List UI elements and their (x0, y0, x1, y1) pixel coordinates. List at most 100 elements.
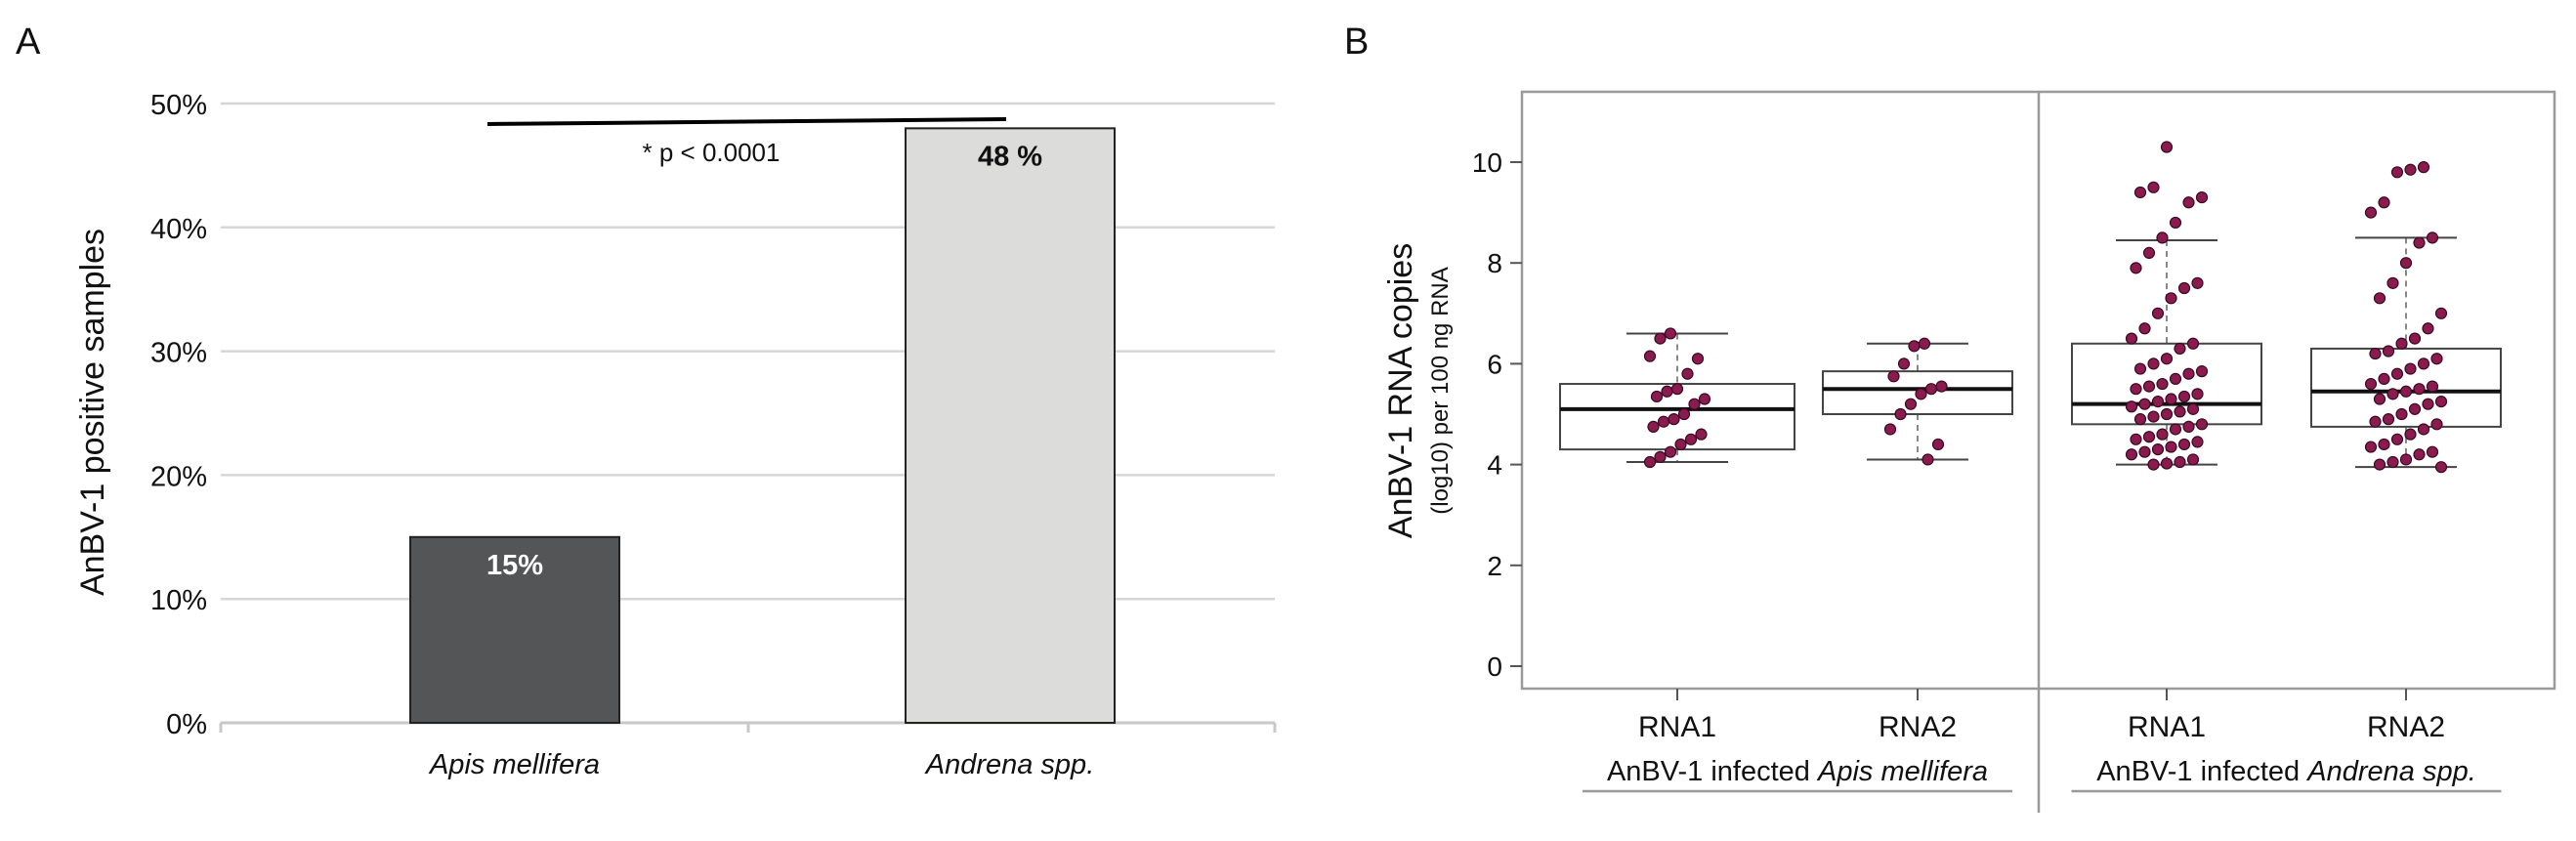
data-point (2373, 292, 2386, 305)
data-point (2390, 367, 2404, 380)
data-point (2399, 453, 2413, 466)
data-point (2422, 322, 2434, 335)
data-point (1664, 327, 1677, 340)
significance-annotation: * p < 0.0001 (643, 138, 781, 167)
group-label-prefix: AnBV-1 infected (2096, 756, 2307, 787)
data-point (2125, 400, 2138, 413)
data-point (2386, 276, 2399, 289)
group-label-species: Apis mellifera (1816, 756, 1988, 787)
data-point (2165, 393, 2177, 405)
data-point (2138, 445, 2151, 458)
group-label: AnBV-1 infected Andrena spp. (2096, 756, 2476, 787)
data-point (1650, 390, 1664, 403)
data-point (2426, 445, 2439, 458)
data-point (2165, 441, 2177, 453)
panel-a-label: A (16, 21, 41, 63)
data-point (1677, 407, 1691, 421)
data-point (2147, 181, 2160, 193)
data-point (1684, 433, 1698, 445)
data-point (2186, 402, 2200, 415)
data-point (2186, 337, 2200, 350)
data-point (1654, 332, 1667, 345)
data-point (1691, 353, 1705, 365)
data-point (2417, 423, 2430, 436)
y-tick-label: 50% (150, 90, 207, 121)
data-point (2174, 342, 2186, 356)
data-point (2125, 332, 2138, 345)
data-point (2364, 206, 2378, 219)
data-point (2430, 418, 2443, 431)
data-point (1657, 415, 1670, 428)
data-point (2404, 163, 2417, 176)
y-tick-label: 0 (1487, 652, 1502, 682)
data-point (1883, 423, 1897, 436)
data-point (2156, 428, 2169, 441)
data-point (2156, 231, 2169, 244)
box-rna2-andrena (2310, 161, 2502, 474)
data-point (1897, 357, 1911, 370)
x-tick-label: RNA2 (1879, 711, 1957, 743)
x-tick-label: RNA2 (2367, 711, 2445, 743)
data-point (2142, 431, 2156, 443)
data-point (2182, 420, 2195, 433)
data-point (2426, 231, 2439, 244)
box (2310, 347, 2502, 428)
data-point (2364, 441, 2378, 453)
data-point (2165, 292, 2177, 305)
data-point (1698, 393, 1711, 405)
data-point (2399, 385, 2413, 398)
data-point (2417, 161, 2430, 174)
y-tick-label: 20% (150, 461, 207, 492)
data-point (2195, 191, 2209, 204)
box-rna2-apis (1822, 337, 2013, 466)
data-point (2434, 461, 2448, 474)
data-point (2151, 396, 2165, 408)
data-point (1647, 420, 1660, 433)
data-point (2169, 372, 2182, 385)
data-point (2151, 443, 2165, 456)
bar-apis-mellifera (409, 535, 620, 724)
panel-b-y-axis-label: AnBV-1 RNA copies (1382, 243, 1419, 538)
data-point (2399, 257, 2413, 270)
y-tick-label: 2 (1487, 551, 1502, 581)
panel-b-y-axis-sublabel: (log10) per 100 ng RNA (1427, 267, 1454, 514)
data-point (2422, 398, 2434, 410)
panel-a-bar-chart: 0% 10% 20% 30% 40% 50% 15% Apis mellifera 48 % An… (150, 90, 1277, 780)
data-point (2404, 428, 2417, 441)
data-point (2138, 398, 2151, 410)
data-point (2382, 345, 2395, 357)
data-point (2408, 402, 2422, 415)
data-point (2395, 407, 2408, 421)
data-point (2426, 380, 2439, 393)
data-point (1643, 350, 1657, 362)
data-point (1643, 455, 1657, 469)
data-point (2378, 372, 2390, 385)
data-point (1921, 453, 1934, 466)
data-point (2386, 455, 2399, 469)
y-tick-label: 6 (1487, 349, 1502, 379)
group-label: AnBV-1 infected Apis mellifera (1607, 756, 1988, 787)
data-point (2378, 438, 2390, 451)
data-point (1931, 438, 1945, 451)
data-point (2430, 353, 2443, 365)
data-point (2373, 393, 2386, 405)
data-point (2160, 141, 2174, 153)
data-point (2364, 377, 2378, 391)
data-point (1668, 413, 1680, 426)
data-point (2390, 433, 2404, 445)
data-point (2186, 453, 2200, 466)
y-tick-label: 10% (150, 585, 207, 616)
data-point (2147, 410, 2160, 423)
data-point (2386, 388, 2399, 400)
data-point (2130, 433, 2142, 445)
data-point (2191, 436, 2204, 448)
data-point (2160, 353, 2174, 365)
data-point (2182, 367, 2195, 380)
data-point (2138, 322, 2151, 335)
y-tick-label: 30% (150, 338, 207, 369)
data-point (1904, 398, 1918, 410)
data-point (2177, 390, 2191, 403)
data-point (2182, 196, 2195, 209)
data-point (2195, 418, 2209, 431)
